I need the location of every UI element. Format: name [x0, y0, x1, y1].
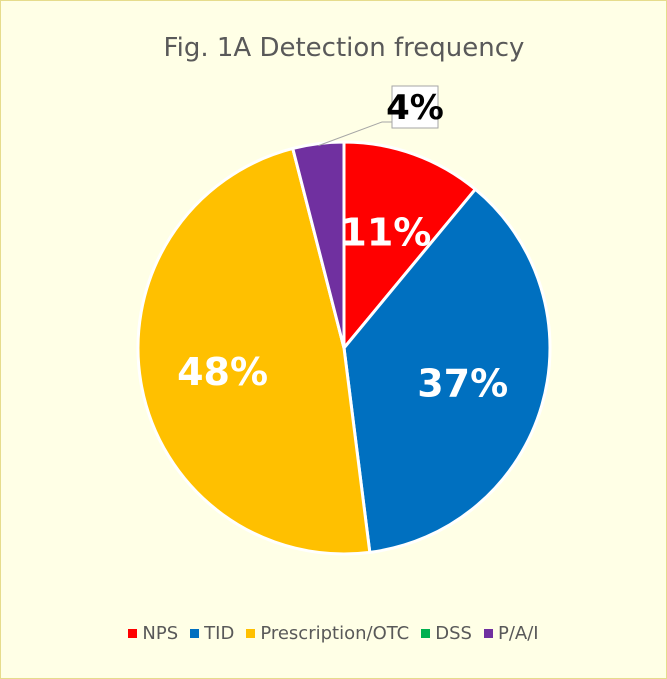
pie-slice	[291, 140, 346, 350]
data-label: 11%	[340, 211, 431, 255]
legend-label: P/A/I	[497, 623, 539, 644]
data-label: 48%	[177, 350, 268, 394]
legend-swatch	[246, 629, 256, 638]
pie-slice	[342, 187, 552, 554]
legend-item: TID	[190, 623, 234, 644]
pie-slice	[342, 140, 477, 350]
legend-label: DSS	[435, 623, 472, 644]
legend-item: NPS	[128, 623, 178, 644]
callout-box	[391, 85, 439, 129]
legend: NPS TID Prescription/OTC DSS P/A/I	[1, 623, 666, 644]
chart-title: Fig. 1A Detection frequency	[164, 33, 525, 63]
legend-item: Prescription/OTC	[246, 623, 409, 644]
legend-label: NPS	[142, 623, 179, 644]
legend-swatch	[190, 629, 200, 638]
legend-swatch	[483, 629, 493, 638]
legend-item: DSS	[421, 623, 472, 644]
pie-slice	[136, 146, 372, 556]
legend-swatch	[421, 629, 431, 638]
legend-swatch	[128, 629, 138, 638]
data-label: 4%	[386, 88, 444, 128]
callout-leader	[318, 121, 392, 147]
legend-item: P/A/I	[483, 623, 539, 644]
data-label: 37%	[417, 361, 508, 405]
legend-label: TID	[204, 623, 235, 644]
legend-label: Prescription/OTC	[260, 623, 410, 644]
